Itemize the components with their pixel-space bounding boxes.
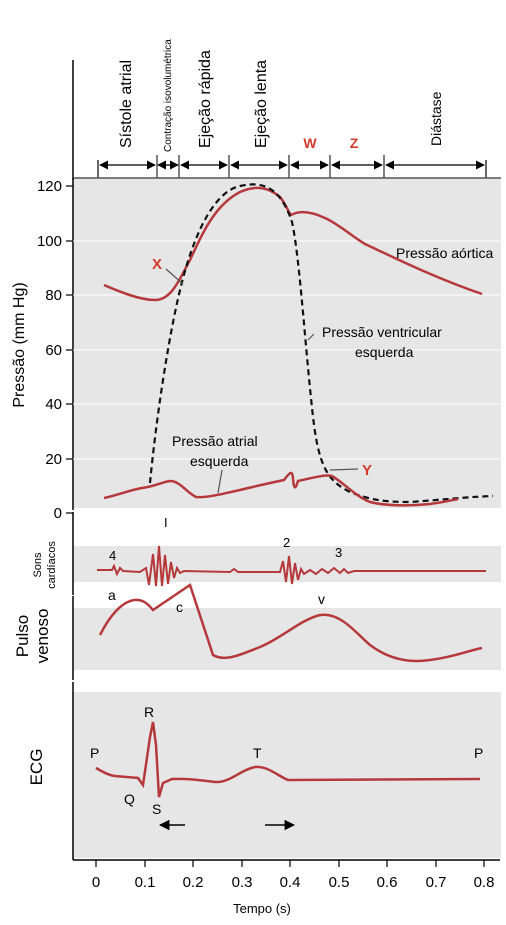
ventricular-label-line2: esquerda [355,344,414,360]
atrial-label-line1: Pressão atrial [172,433,258,449]
ecg-axis-label: ECG [27,749,46,786]
phase-header: Sístole atrial Contração isovolumétrica … [72,39,487,180]
y-tick-120: 120 [37,178,62,195]
y-tick-80: 80 [45,287,62,304]
phase-label-w: W [303,135,317,151]
sounds-label-line2: cardíacos [46,541,58,589]
venous-label-line1: Pulso [13,615,32,658]
marker-x: X [152,256,162,273]
x-tick-0-7: 0.7 [426,874,447,891]
x-tick-0-8: 0.8 [474,874,495,891]
ecg-mark-p-start: P [90,745,99,761]
ecg-mark-s: S [152,801,161,817]
sound-mark-2: 2 [283,535,290,550]
venous-mark-c: c [176,599,183,615]
aortic-pressure-label: Pressão aórtica [396,245,493,261]
heart-sounds-panel: Sons cardíacos 4 I 2 3 [32,512,501,595]
venous-mark-v: v [318,591,325,607]
phase-label-ejecao-rapida: Ejeção rápida [197,50,214,148]
sound-mark-4: 4 [109,548,116,563]
ecg-mark-q: Q [124,791,135,807]
phase-label-sistole-atrial: Sístole atrial [118,60,135,148]
heart-sounds-trace [97,545,486,587]
ecg-mark-t: T [253,745,262,761]
x-tick-0-3: 0.3 [232,874,253,891]
x-tick-0-5: 0.5 [329,874,350,891]
phase-label-ejecao-lenta: Ejeção lenta [253,60,270,148]
x-tick-0-1: 0.1 [135,874,156,891]
ecg-mark-p-end: P [474,745,483,761]
phase-label-diastase: Diástase [428,91,444,146]
ecg-panel: ECG P R Q S T P [27,682,501,860]
phase-label-contracao-isovolumetrica: Contração isovolumétrica [163,39,174,152]
y-tick-60: 60 [45,342,62,359]
x-tick-0-6: 0.6 [377,874,398,891]
venous-mark-a: a [108,587,116,603]
venous-pulse-curve [98,583,483,663]
venous-label-line2: venoso [33,609,52,664]
ventricular-label-line1: Pressão ventricular [322,324,442,340]
pressure-axis-label: Pressão (mm Hg) [11,282,28,407]
ecg-mark-r: R [144,704,154,720]
venous-pulse-panel: Pulso venoso a c v [13,583,501,680]
sound-mark-1: I [164,515,168,530]
ventricular-pressure-curve [148,183,494,504]
time-axis: 0 0.1 0.2 0.3 0.4 0.5 0.6 0.7 0.8 Tempo … [73,859,500,916]
x-tick-0-4: 0.4 [280,874,301,891]
y-tick-100: 100 [37,233,62,250]
phase-label-z: Z [350,135,359,151]
x-tick-0-2: 0.2 [183,874,204,891]
atrial-label-line2: esquerda [190,453,249,469]
y-tick-20: 20 [45,451,62,468]
y-tick-40: 40 [45,396,62,413]
sounds-label-line1: Sons [32,552,44,578]
x-tick-0: 0 [92,874,100,891]
sound-mark-3: 3 [335,545,342,560]
marker-y: Y [362,462,372,479]
y-tick-0: 0 [54,505,62,522]
ecg-trace [95,721,481,798]
pressure-panel: 120 100 80 60 40 20 0 Pressão (mm Hg) X … [11,177,501,522]
atrial-pressure-curve [103,471,459,507]
x-axis-label: Tempo (s) [233,901,291,916]
